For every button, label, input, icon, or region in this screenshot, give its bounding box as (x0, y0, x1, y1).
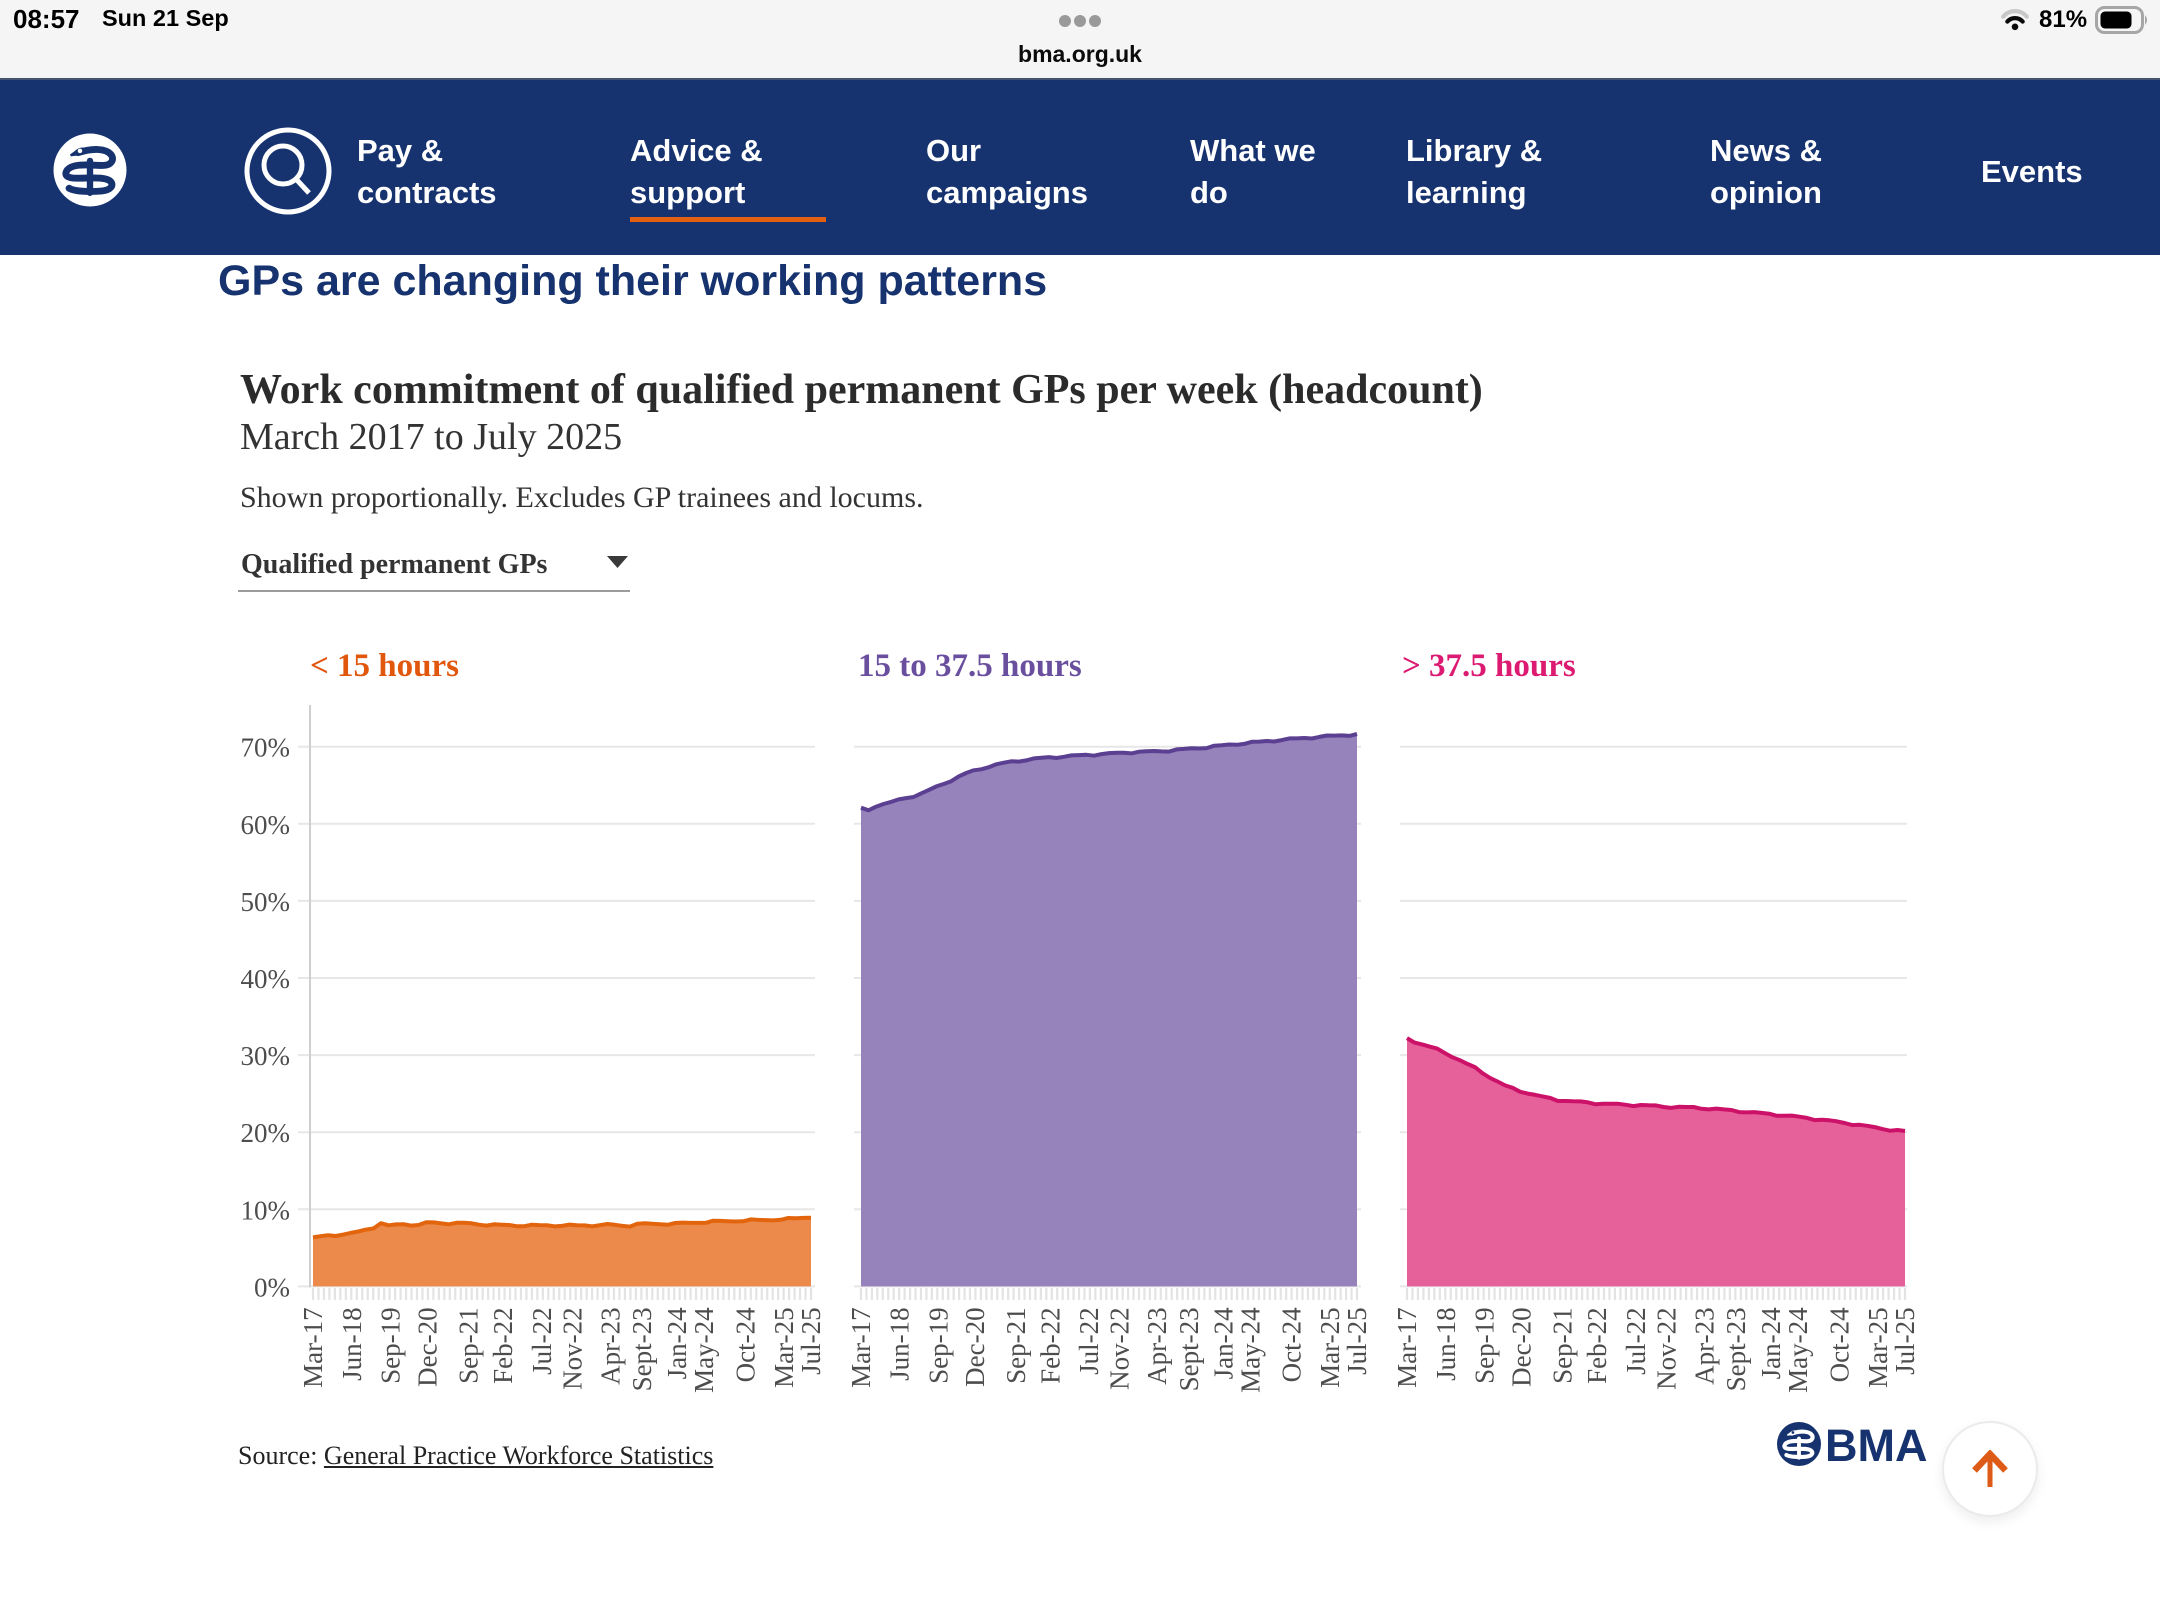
svg-text:Sept-23: Sept-23 (1174, 1307, 1204, 1391)
svg-text:Sep-19: Sep-19 (1470, 1307, 1500, 1384)
svg-text:Sept-23: Sept-23 (627, 1307, 657, 1391)
svg-text:Oct-24: Oct-24 (730, 1307, 760, 1382)
svg-text:10%: 10% (241, 1195, 291, 1225)
svg-text:Sept-23: Sept-23 (1721, 1307, 1751, 1391)
svg-text:Dec-20: Dec-20 (960, 1307, 990, 1386)
svg-text:40%: 40% (241, 964, 291, 994)
svg-text:Sep-21: Sep-21 (1001, 1307, 1031, 1384)
svg-text:< 15 hours: < 15 hours (310, 648, 459, 684)
svg-text:Apr-23: Apr-23 (1689, 1307, 1719, 1384)
svg-text:Apr-23: Apr-23 (1142, 1307, 1172, 1384)
svg-text:Sep-21: Sep-21 (1547, 1307, 1577, 1384)
svg-text:70%: 70% (241, 733, 291, 763)
svg-text:Apr-23: Apr-23 (595, 1307, 625, 1384)
svg-text:Jul-22: Jul-22 (1074, 1307, 1104, 1375)
svg-text:Dec-20: Dec-20 (1507, 1307, 1537, 1386)
svg-text:Feb-22: Feb-22 (488, 1307, 518, 1384)
svg-text:Feb-22: Feb-22 (1582, 1307, 1612, 1384)
svg-text:Oct-24: Oct-24 (1824, 1307, 1854, 1382)
svg-text:Oct-24: Oct-24 (1277, 1307, 1307, 1382)
svg-text:Mar-25: Mar-25 (1315, 1307, 1345, 1387)
svg-text:Feb-22: Feb-22 (1036, 1307, 1066, 1384)
svg-text:Mar-17: Mar-17 (1392, 1307, 1422, 1387)
svg-text:May-24: May-24 (1783, 1307, 1813, 1393)
svg-text:Jun-18: Jun-18 (337, 1307, 367, 1381)
svg-text:May-24: May-24 (689, 1307, 719, 1393)
svg-text:Jul-22: Jul-22 (527, 1307, 557, 1375)
svg-text:Mar-17: Mar-17 (846, 1307, 876, 1387)
svg-text:Jun-18: Jun-18 (1431, 1307, 1461, 1381)
svg-text:Mar-25: Mar-25 (1863, 1307, 1893, 1387)
svg-text:Sep-19: Sep-19 (376, 1307, 406, 1384)
svg-text:Jan-24: Jan-24 (662, 1307, 692, 1379)
svg-text:15 to 37.5 hours: 15 to 37.5 hours (858, 648, 1082, 684)
svg-text:50%: 50% (241, 887, 291, 917)
svg-text:Mar-17: Mar-17 (298, 1307, 328, 1387)
svg-text:Nov-22: Nov-22 (1104, 1307, 1134, 1390)
svg-text:Jul-25: Jul-25 (1890, 1307, 1920, 1375)
svg-text:Sep-19: Sep-19 (923, 1307, 953, 1384)
svg-text:Dec-20: Dec-20 (413, 1307, 443, 1386)
svg-text:Jul-25: Jul-25 (796, 1307, 826, 1375)
svg-text:Nov-22: Nov-22 (558, 1307, 588, 1390)
svg-text:Jun-18: Jun-18 (885, 1307, 915, 1381)
svg-text:0%: 0% (254, 1272, 290, 1302)
svg-text:Jul-22: Jul-22 (1621, 1307, 1651, 1375)
svg-text:Jul-25: Jul-25 (1342, 1307, 1372, 1375)
svg-text:> 37.5 hours: > 37.5 hours (1402, 648, 1576, 684)
svg-text:May-24: May-24 (1235, 1307, 1265, 1393)
svg-text:30%: 30% (241, 1041, 291, 1071)
svg-text:Mar-25: Mar-25 (769, 1307, 799, 1387)
svg-text:Nov-22: Nov-22 (1652, 1307, 1682, 1390)
svg-text:Jan-24: Jan-24 (1209, 1307, 1239, 1379)
svg-text:Jan-24: Jan-24 (1756, 1307, 1786, 1379)
svg-text:Sep-21: Sep-21 (453, 1307, 483, 1384)
svg-text:20%: 20% (241, 1118, 291, 1148)
svg-text:60%: 60% (241, 810, 291, 840)
